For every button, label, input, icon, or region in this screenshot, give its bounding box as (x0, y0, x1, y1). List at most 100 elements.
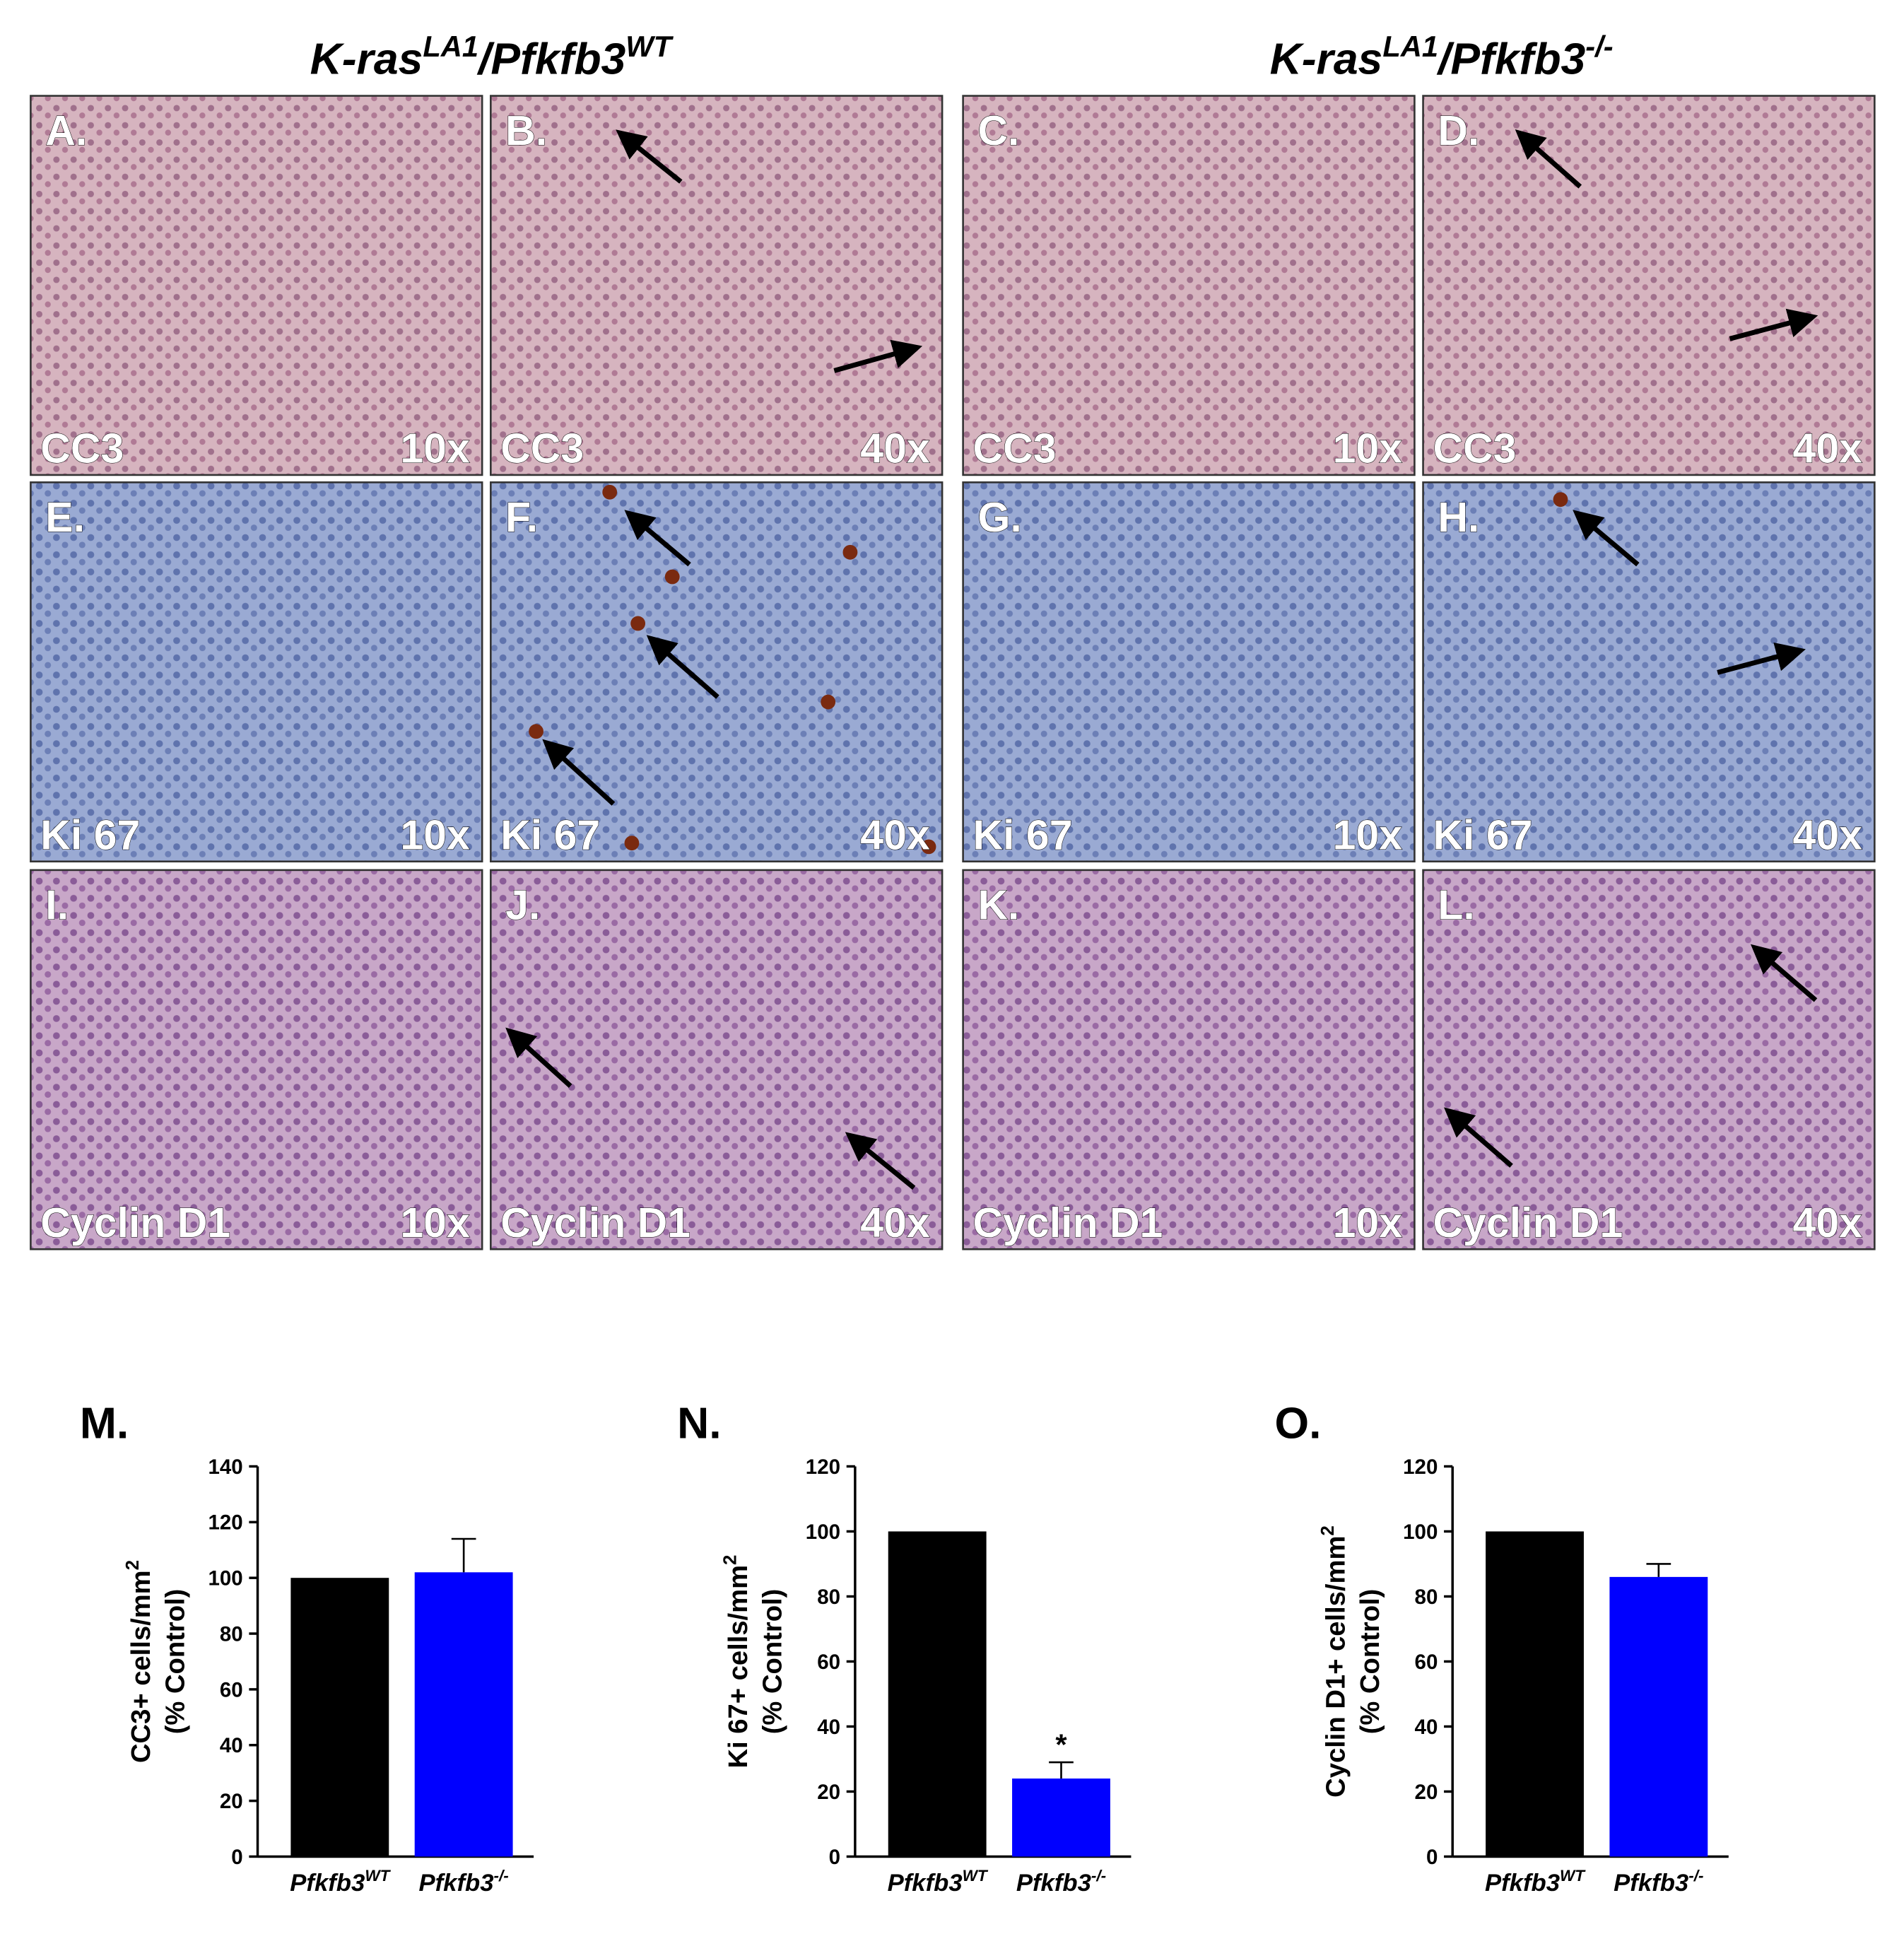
stain-label: CC3 (500, 426, 584, 472)
magnification-label: 40x (860, 811, 930, 858)
panel-image (30, 481, 483, 863)
arrow (833, 339, 923, 373)
bar-chart: M.CC3+ cells/mm2(% Control)0204060801001… (80, 1399, 534, 1897)
y-tick-label: 40 (220, 1734, 243, 1757)
y-tick-label: 40 (817, 1716, 840, 1739)
stain-label: Ki 67 (1433, 811, 1532, 858)
micrograph-panel: A. CC3 10x (30, 95, 483, 476)
panel-image (962, 95, 1416, 476)
micrograph-panel: L. Cyclin D1 40x (1422, 869, 1876, 1250)
column-header: K-rasLA1/Pfkfb3-/- (1270, 30, 1614, 83)
arrow (542, 739, 616, 806)
y-tick-label: 60 (1415, 1651, 1438, 1674)
y-axis-label: (% Control) (160, 1589, 190, 1735)
arrow (1515, 129, 1582, 189)
magnification-label: 40x (860, 426, 930, 472)
panel-letter: D. (1438, 107, 1479, 154)
stain-label: Cyclin D1 (40, 1200, 230, 1246)
stained-cell (529, 724, 543, 739)
y-axis-label-sup: 2 (1317, 1525, 1338, 1535)
magnification-label: 10x (1333, 426, 1403, 472)
y-axis-label: CC3+ cells/mm2 (122, 1560, 156, 1763)
panel-letter: F. (505, 494, 538, 541)
micrograph-panel: B. CC3 40x (490, 95, 944, 476)
panel-letter: E. (45, 494, 85, 541)
magnification-label: 10x (400, 811, 470, 858)
x-tick-sup: -/- (1091, 1867, 1106, 1885)
stain-label: Ki 67 (500, 811, 600, 858)
bar-chart: N.Ki 67+ cells/mm2(% Control)02040608010… (677, 1399, 1132, 1897)
stain-label: Cyclin D1 (973, 1200, 1163, 1246)
stained-cell (630, 616, 646, 631)
y-tick-label: 140 (208, 1455, 242, 1479)
bar (1609, 1576, 1708, 1857)
arrow (1444, 1107, 1513, 1168)
stain-label: Cyclin D1 (500, 1200, 691, 1246)
y-tick-label: 120 (208, 1511, 242, 1535)
stained-cell (624, 836, 640, 851)
stain-label: CC3 (973, 426, 1057, 472)
y-tick-label: 80 (220, 1622, 243, 1646)
panel-image (30, 95, 483, 476)
stain-label: Ki 67 (40, 811, 140, 858)
micrograph-panel: I. Cyclin D1 10x (30, 869, 483, 1250)
bar (290, 1578, 389, 1857)
y-axis-label: (% Control) (758, 1589, 788, 1735)
micrograph-panel: J. Cyclin D1 40x (490, 869, 944, 1250)
bar (1012, 1778, 1110, 1857)
y-axis-label-sup: 2 (719, 1554, 740, 1564)
stain-label: CC3 (1433, 426, 1516, 472)
y-tick-label: 0 (231, 1846, 242, 1869)
stained-cell (664, 569, 680, 585)
panel-image (490, 481, 944, 863)
magnification-label: 40x (860, 1200, 930, 1246)
arrow (505, 1027, 572, 1088)
y-tick-label: 0 (1426, 1846, 1438, 1869)
y-axis-label: Ki 67+ cells/mm2 (719, 1554, 753, 1768)
arrow (624, 510, 691, 567)
x-tick-text: Pfkfb3 (1614, 1870, 1688, 1897)
significance-marker: * (1055, 1728, 1067, 1762)
panel-image (490, 95, 944, 476)
panel-image (962, 481, 1416, 863)
bar (1486, 1531, 1584, 1857)
arrow (1729, 308, 1818, 341)
y-axis-label: (% Control) (1355, 1589, 1385, 1735)
x-tick-text: Pfkfb3 (1485, 1870, 1560, 1897)
x-tick-sup: -/- (494, 1867, 509, 1885)
header-sup: -/- (1585, 30, 1613, 63)
panel-label: O. (1275, 1399, 1322, 1448)
arrow (646, 635, 719, 699)
arrow (616, 129, 683, 184)
y-axis-label-sup: 2 (122, 1560, 143, 1570)
micrograph-panel: G. Ki 67 10x (962, 481, 1416, 863)
arrow (1750, 944, 1818, 1002)
panel-image (1422, 481, 1876, 863)
header-text: /Pfkfb3 (476, 34, 626, 83)
stained-cell (821, 694, 836, 710)
y-axis-label-text: Ki 67+ cells/mm (723, 1565, 753, 1769)
bar (888, 1531, 987, 1857)
header-sup: LA1 (1382, 30, 1438, 63)
x-tick-text: Pfkfb3 (888, 1870, 963, 1897)
x-tick-label: Pfkfb3-/- (1614, 1867, 1703, 1897)
arrow (845, 1132, 916, 1190)
y-axis-label-text: Cyclin D1+ cells/mm (1320, 1536, 1351, 1798)
stained-cell (602, 484, 618, 500)
micrograph-panel: C. CC3 10x (962, 95, 1416, 476)
panel-letter: L. (1438, 881, 1474, 928)
y-tick-label: 60 (220, 1678, 243, 1701)
bar-chart: O.Cyclin D1+ cells/mm2(% Control)0204060… (1275, 1399, 1729, 1897)
y-tick-label: 20 (817, 1781, 840, 1804)
header-text: K-ras (310, 34, 423, 83)
arrow (1573, 510, 1640, 567)
panel-image (490, 869, 944, 1250)
panel-letter: C. (977, 107, 1019, 154)
y-tick-label: 100 (1403, 1520, 1438, 1544)
panel-image (1422, 869, 1876, 1250)
stained-cell (842, 544, 858, 560)
panel-image (962, 869, 1416, 1250)
magnification-label: 10x (400, 426, 470, 472)
y-tick-label: 80 (1415, 1586, 1438, 1609)
